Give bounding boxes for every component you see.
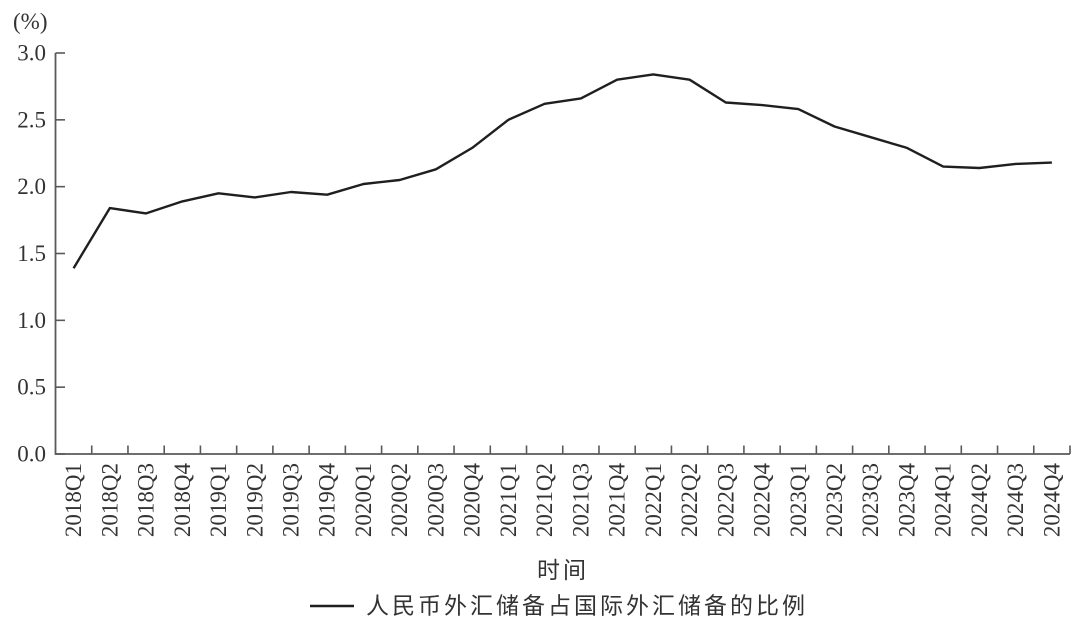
y-axis-tick-label: 0.5 [17, 375, 46, 400]
x-axis-tick-label: 2023Q3 [858, 463, 883, 537]
x-axis-tick-label: 2019Q3 [279, 463, 304, 537]
x-axis-tick-label: 2019Q4 [315, 463, 340, 538]
legend-label: 人民币外汇储备占国际外汇储备的比例 [366, 594, 808, 619]
y-axis-tick-label: 1.0 [17, 308, 46, 333]
x-axis-tick-label: 2022Q2 [677, 463, 702, 537]
x-axis-tick-label: 2019Q1 [206, 463, 231, 537]
x-axis-tick-label: 2024Q1 [931, 463, 956, 537]
data-line-rmb-share [72, 73, 1052, 269]
x-axis-tick-label: 2023Q1 [786, 463, 811, 537]
x-axis-tick-label: 2018Q4 [170, 463, 195, 538]
chart-plot-area: 0.0 0.5 1.0 1.5 2.0 2.5 3.0 2018Q1 2018Q2 2018Q3 2… [17, 41, 1071, 538]
y-axis-tick-label: 0.0 [17, 442, 46, 467]
x-axis-tick-label: 2020Q2 [387, 463, 412, 537]
x-axis-tick-label: 2018Q2 [97, 463, 122, 537]
x-axis-tick-label: 2024Q4 [1039, 463, 1064, 538]
x-axis-tick-label: 2022Q1 [641, 463, 666, 537]
y-axis-tick-label: 2.5 [17, 107, 46, 132]
axis-spines [54, 53, 1070, 455]
x-axis-tick-label: 2021Q1 [496, 463, 521, 537]
x-axis-title: 时间 [537, 558, 589, 583]
x-axis-tick-label: 2020Q1 [351, 463, 376, 537]
x-axis-tick-label: 2021Q2 [532, 463, 557, 537]
x-axis-tick-label: 2023Q2 [822, 463, 847, 537]
y-axis-unit-label: (%) [13, 9, 47, 34]
x-axis-tick-label: 2024Q3 [1003, 463, 1028, 537]
x-axis-tick-label: 2019Q2 [242, 463, 267, 537]
x-axis-tick-label: 2022Q4 [750, 463, 775, 538]
y-axis-tick-label: 1.5 [17, 241, 46, 266]
x-axis-tick-label: 2024Q2 [967, 463, 992, 537]
y-axis-tick-label: 3.0 [17, 41, 46, 66]
x-axis-tick-label: 2021Q3 [568, 463, 593, 537]
x-axis-tick-label: 2022Q3 [713, 463, 738, 537]
y-axis-tick-label: 2.0 [17, 174, 46, 199]
x-axis-tick-label: 2023Q4 [894, 463, 919, 538]
x-axis-tick-label: 2021Q4 [605, 463, 630, 538]
legend: 人民币外汇储备占国际外汇储备的比例 [310, 594, 808, 619]
x-axis-tick-label: 2020Q3 [423, 463, 448, 537]
x-axis-tick-label: 2020Q4 [460, 463, 485, 538]
x-axis-tick-label: 2018Q1 [61, 463, 86, 537]
x-axis-tick-label: 2018Q3 [134, 463, 159, 537]
